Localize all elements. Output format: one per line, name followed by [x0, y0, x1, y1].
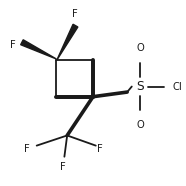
Text: Cl: Cl [172, 81, 182, 92]
Text: F: F [97, 144, 102, 154]
Polygon shape [21, 40, 57, 59]
Polygon shape [57, 24, 78, 60]
Text: F: F [72, 9, 77, 19]
Text: O: O [136, 120, 144, 130]
Text: O: O [136, 43, 144, 53]
Text: F: F [25, 144, 30, 154]
Text: F: F [60, 162, 65, 172]
Text: F: F [10, 40, 15, 50]
Text: S: S [136, 80, 144, 93]
